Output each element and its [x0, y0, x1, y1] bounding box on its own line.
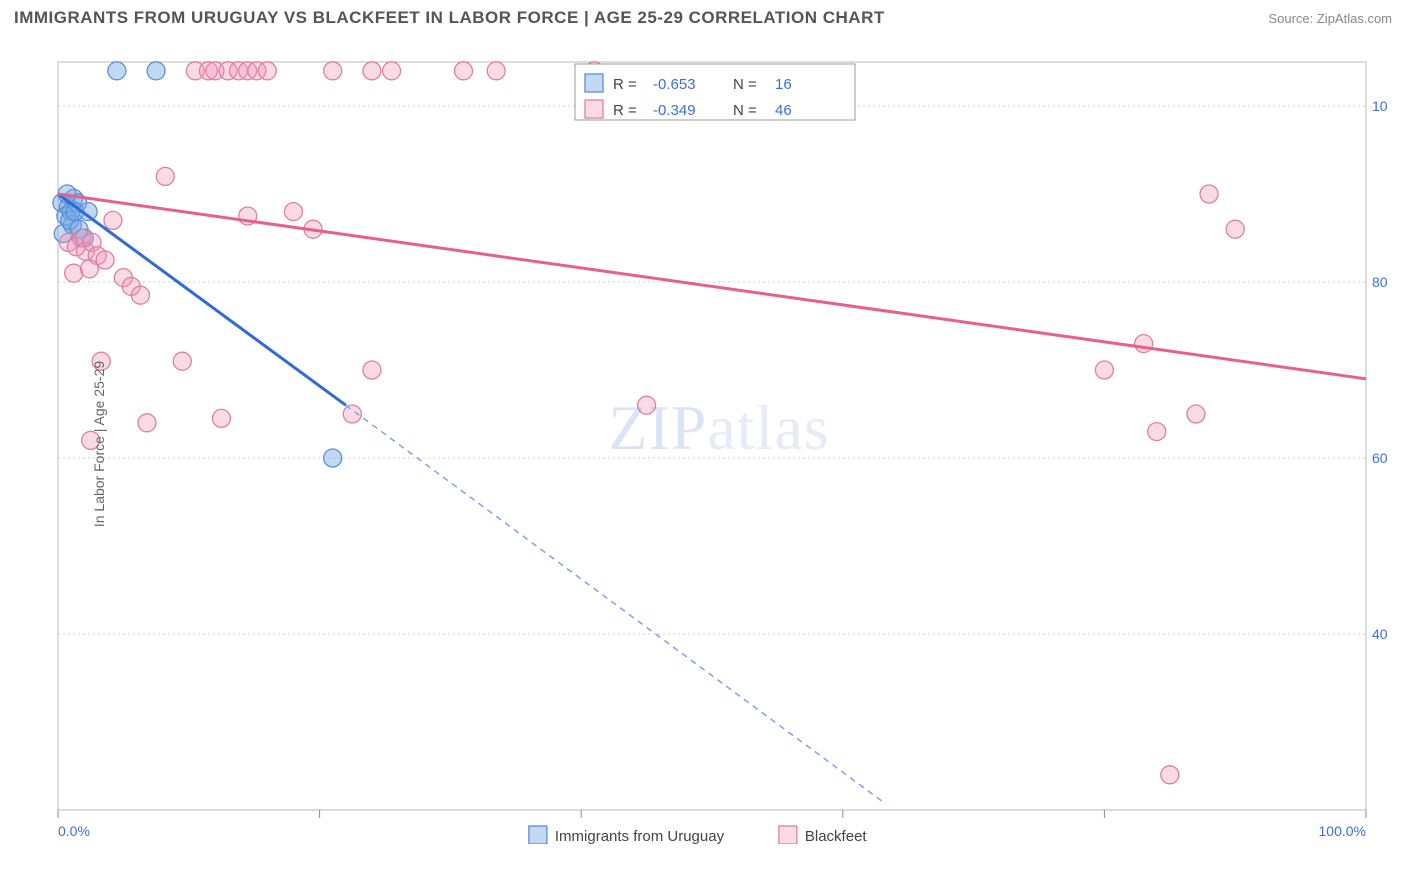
legend-n-value: 46 [775, 102, 792, 119]
plot-area: In Labor Force | Age 25-29 40.0% 60.0% 80.… [50, 44, 1388, 844]
data-point-pink [383, 62, 401, 80]
y-tick-label: 100.0% [1372, 98, 1388, 114]
data-point-pink [363, 361, 381, 379]
chart-header: IMMIGRANTS FROM URUGUAY VS BLACKFEET IN … [0, 0, 1406, 34]
trendline-blue-extrapolated [346, 405, 882, 801]
data-point-pink [258, 62, 276, 80]
data-point-pink [96, 251, 114, 269]
legend-swatch [529, 826, 547, 844]
data-point-pink [104, 211, 122, 229]
plot-frame [58, 62, 1366, 810]
legend-swatch [585, 100, 603, 118]
data-point-pink [138, 414, 156, 432]
data-point-blue [108, 62, 126, 80]
data-point-pink [131, 286, 149, 304]
y-tick-label: 60.0% [1372, 450, 1388, 466]
data-point-pink [1135, 335, 1153, 353]
data-point-pink [173, 352, 191, 370]
y-tick-label: 80.0% [1372, 274, 1388, 290]
data-point-pink [213, 409, 231, 427]
legend-r-value: -0.349 [653, 102, 696, 119]
legend-series-label: Blackfeet [805, 828, 868, 844]
source-label: Source: ZipAtlas.com [1268, 11, 1392, 26]
data-point-pink [638, 396, 656, 414]
scatter-chart: 40.0% 60.0% 80.0% 100.0% 0.0% 100.0% R = -0.653… [50, 44, 1388, 844]
legend-n-label: N = [733, 102, 757, 119]
data-point-pink [156, 167, 174, 185]
data-point-pink [1095, 361, 1113, 379]
y-tick-label: 40.0% [1372, 626, 1388, 642]
legend-swatch [779, 826, 797, 844]
chart-title: IMMIGRANTS FROM URUGUAY VS BLACKFEET IN … [14, 8, 885, 28]
data-point-pink [363, 62, 381, 80]
data-point-pink [454, 62, 472, 80]
legend-r-value: -0.653 [653, 76, 696, 93]
data-point-blue [324, 449, 342, 467]
data-point-pink [324, 62, 342, 80]
trendline-pink [58, 194, 1366, 379]
x-tick-label: 0.0% [58, 823, 90, 839]
data-point-pink [1148, 423, 1166, 441]
legend-swatch [585, 74, 603, 92]
legend-r-label: R = [613, 102, 637, 119]
data-point-pink [1200, 185, 1218, 203]
legend-r-label: R = [613, 76, 637, 93]
data-point-pink [1161, 766, 1179, 784]
data-point-blue [147, 62, 165, 80]
data-point-pink [80, 260, 98, 278]
data-point-pink [284, 203, 302, 221]
data-point-pink [487, 62, 505, 80]
y-axis-label: In Labor Force | Age 25-29 [91, 361, 107, 527]
x-tick-label: 100.0% [1319, 823, 1366, 839]
data-point-pink [1226, 220, 1244, 238]
legend-n-label: N = [733, 76, 757, 93]
legend-n-value: 16 [775, 76, 792, 93]
legend-series-label: Immigrants from Uruguay [555, 828, 725, 844]
data-point-pink [1187, 405, 1205, 423]
